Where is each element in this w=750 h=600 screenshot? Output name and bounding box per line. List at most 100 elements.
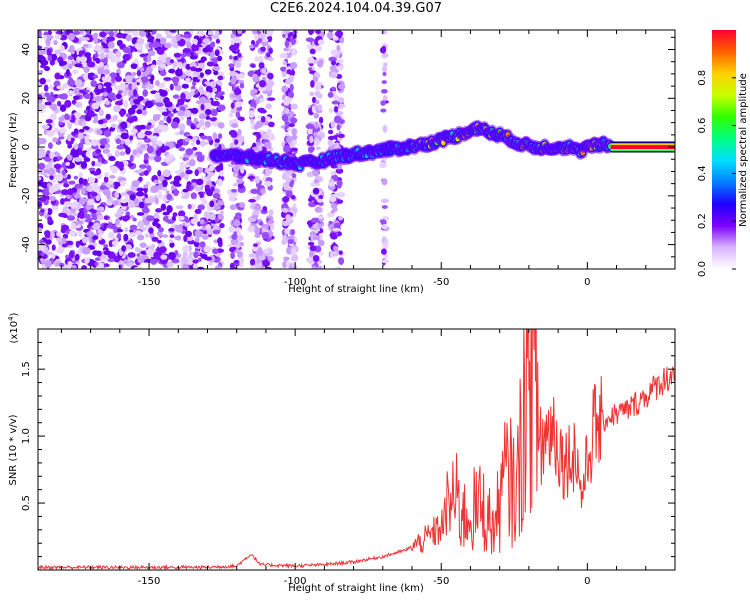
spectrogram-cell <box>56 231 61 237</box>
spectrogram-cell <box>145 69 150 76</box>
spectrogram-cell <box>85 204 92 211</box>
spectrogram-cell <box>116 233 122 239</box>
spectrogram-cell <box>317 259 323 264</box>
spectrogram-cell <box>198 113 207 120</box>
spectrogram-cell <box>339 259 344 265</box>
spectrogram-cell <box>46 35 54 40</box>
spectrogram-cell <box>264 180 272 187</box>
spectrogram-cell <box>115 217 120 225</box>
spectrogram-cell <box>51 244 56 251</box>
spectrogram-cell <box>138 124 147 130</box>
spectrogram-cell <box>82 125 90 131</box>
spectrogram-cell <box>78 229 83 238</box>
spectrogram-cell <box>67 154 73 161</box>
spectrogram-cell <box>98 233 103 241</box>
spectrogram-cell <box>138 176 143 182</box>
spectrogram-cell <box>217 75 224 81</box>
spectrogram-cell <box>106 201 113 206</box>
spectrogram-cell <box>129 229 134 233</box>
spectrogram-cell <box>230 76 237 85</box>
spectrogram-cell <box>216 200 225 206</box>
spectrogram-cell <box>251 214 259 219</box>
x-tick-label: -150 <box>138 576 161 587</box>
spectrogram-cell <box>133 266 143 269</box>
spectrogram-x-axis: -150 -100 -50 0 <box>60 30 676 288</box>
spectrogram-cell <box>45 239 52 245</box>
spectrogram-cell <box>331 100 340 105</box>
spectrogram-cell <box>66 90 75 96</box>
spectrogram-cell <box>58 128 67 134</box>
spectrogram-cell <box>145 248 154 255</box>
spectrogram-cell <box>180 92 186 101</box>
spectrogram-cell <box>146 215 155 222</box>
spectrogram-cell <box>209 200 215 208</box>
spectrogram-cell <box>265 83 273 91</box>
spectrogram-cell <box>334 266 342 269</box>
spectrogram-cell <box>330 71 338 79</box>
spectrogram-cell <box>157 170 162 177</box>
spectrogram-cell <box>217 122 225 129</box>
spectrogram-cell <box>338 104 346 108</box>
spectrogram-cell <box>267 219 275 224</box>
spectrogram-cell <box>206 174 211 182</box>
spectrogram-cell <box>212 66 221 71</box>
spectrogram-cell <box>317 104 323 112</box>
spectrogram-cell <box>113 225 118 234</box>
spectrogram-cell <box>38 99 43 104</box>
spectrogram-cell <box>60 224 70 231</box>
spectrogram-cell <box>199 192 205 199</box>
spectrogram-cell <box>286 260 291 267</box>
spectrogram-cell <box>147 155 156 161</box>
spectrogram-cell <box>229 204 237 211</box>
spectrogram-cell <box>214 30 220 37</box>
spectrogram-cell <box>116 61 125 69</box>
spectrogram-cell <box>309 135 314 144</box>
spectrogram-y-axis: -40 -20 0 20 40 <box>21 36 675 270</box>
spectrogram-cell <box>166 33 173 39</box>
y-tick-label: 0.5 <box>21 495 32 511</box>
spectrogram-cell <box>48 186 55 195</box>
y-tick-label: -40 <box>21 236 32 252</box>
spectrogram-cell <box>116 32 124 39</box>
spectrogram-cell <box>129 154 134 163</box>
spectrogram-cell <box>137 220 145 229</box>
spectrogram-cell <box>150 74 155 82</box>
spectrogram-cell <box>66 215 76 221</box>
spectrogram-signal-track <box>208 119 675 174</box>
spectrogram-cell <box>143 203 148 212</box>
spectrogram-cell <box>38 137 47 145</box>
spectrogram-cell <box>317 215 324 220</box>
spectrogram-cell <box>156 48 165 55</box>
spectrogram-cell <box>231 123 239 128</box>
spectrogram-cell <box>60 189 70 196</box>
spectrogram-cell <box>253 243 258 247</box>
spectrogram-cell <box>45 37 51 46</box>
spectrogram-cell <box>103 263 110 268</box>
spectrogram-cell <box>105 75 112 83</box>
spectrogram-cell <box>53 163 62 170</box>
spectrogram-cell <box>307 241 315 246</box>
spectrogram-cell <box>174 170 183 175</box>
spectrogram-cell <box>282 260 288 269</box>
spectrogram-cell <box>258 79 267 88</box>
spectrogram-cell <box>173 179 180 187</box>
spectrogram-cell <box>44 259 52 268</box>
spectrogram-cell <box>54 151 59 156</box>
spectrogram-cell <box>381 224 388 230</box>
spectrogram-cell <box>256 194 261 200</box>
spectrogram-cell <box>187 261 194 266</box>
spectrogram-cell <box>58 60 68 66</box>
spectrogram-cell <box>330 120 336 129</box>
snr-panel: -150 -100 -50 0 0.5 1.0 1.5 SNR (10 * v/v) (x… <box>7 312 676 587</box>
spectrogram-cell <box>381 80 387 85</box>
spectrogram-cell <box>336 199 344 204</box>
spectrogram-cell <box>104 171 109 178</box>
spectrogram-cell <box>168 228 175 232</box>
spectrogram-cell <box>282 256 290 261</box>
spectrogram-cell <box>190 203 196 210</box>
spectrogram-cell <box>208 165 215 172</box>
spectrogram-cell <box>128 203 136 208</box>
spectrogram-cell <box>381 178 388 186</box>
spectrogram-cell <box>248 110 255 119</box>
spectrogram-cell <box>58 212 66 218</box>
